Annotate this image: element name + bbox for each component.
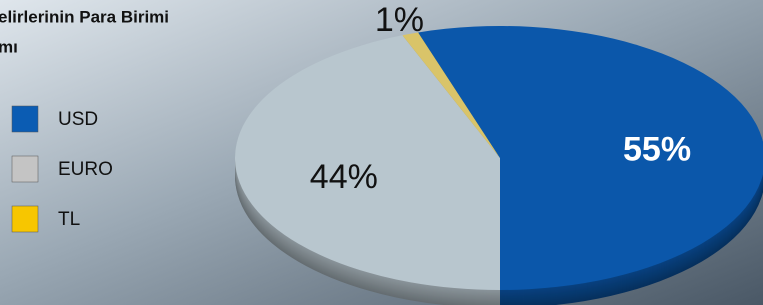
legend-label: EURO — [58, 159, 113, 180]
data-label: 55% — [623, 131, 691, 169]
legend-swatch — [12, 106, 38, 132]
data-label: 1% — [375, 1, 424, 39]
chart-title: elirlerinin Para Birimi — [0, 7, 169, 26]
data-label: 44% — [310, 158, 378, 196]
chart-title: mı — [0, 37, 18, 56]
legend-label: USD — [58, 109, 98, 130]
legend-label: TL — [58, 209, 80, 230]
legend-swatch — [12, 206, 38, 232]
chart: elirlerinin Para Birimi mı USD EURO TL 55% 4… — [0, 0, 763, 305]
page: elirlerinin Para Birimi mı USD EURO TL 55% 4… — [0, 0, 763, 305]
legend-swatch — [12, 156, 38, 182]
